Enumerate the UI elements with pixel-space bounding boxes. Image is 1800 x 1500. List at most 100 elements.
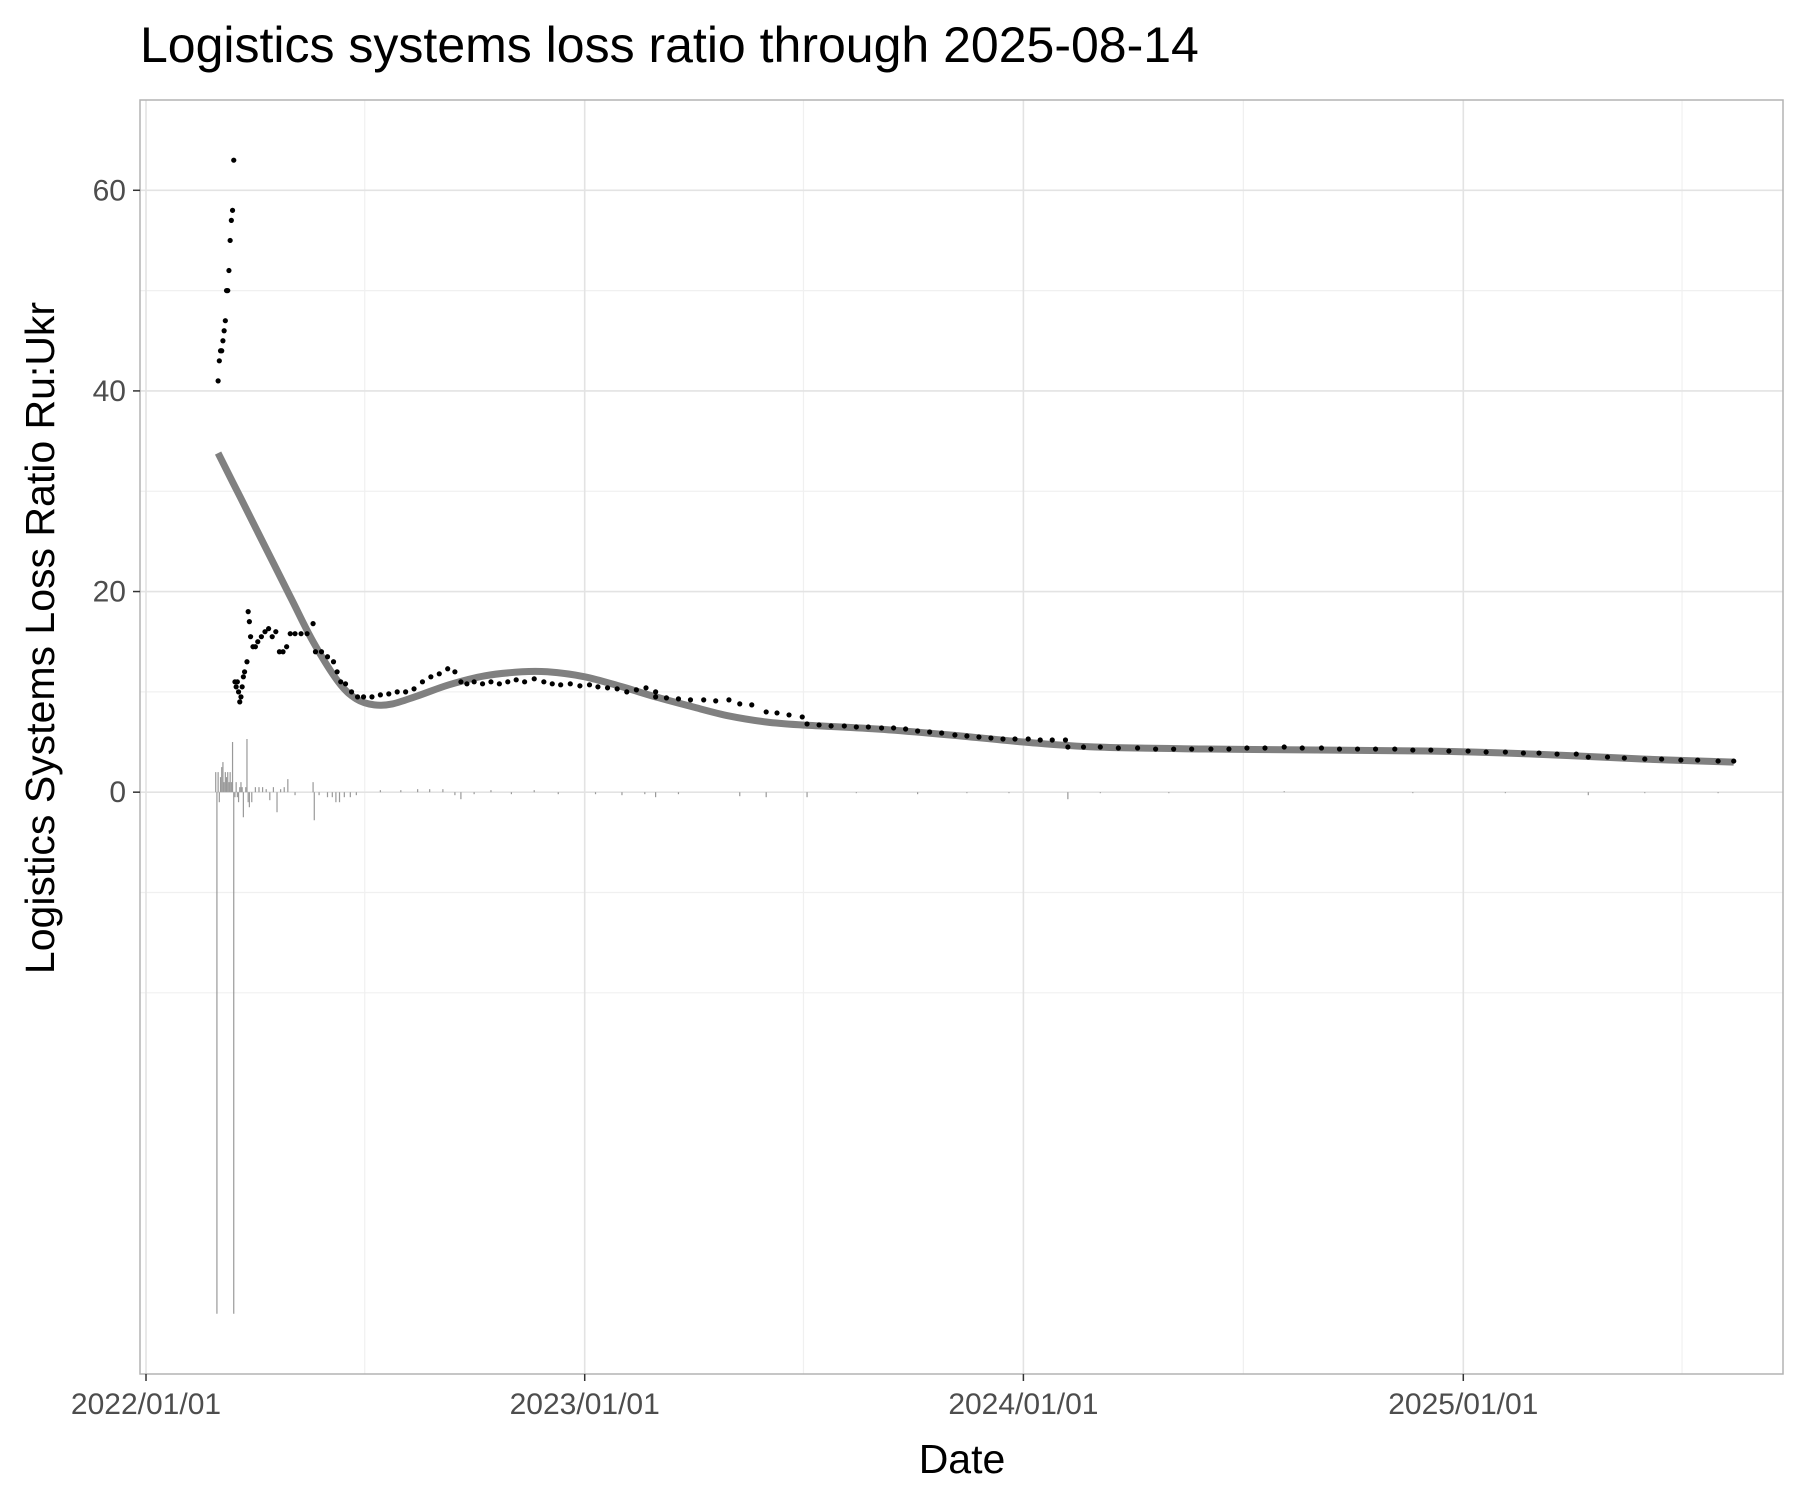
ratio-point <box>1659 756 1665 762</box>
ratio-point <box>1062 737 1069 743</box>
ratio-point <box>304 631 310 637</box>
ratio-point <box>245 609 251 615</box>
ratio-point <box>816 722 822 728</box>
ratio-point <box>853 724 859 730</box>
ratio-point <box>238 694 244 700</box>
ratio-point <box>1520 750 1526 756</box>
ratio-point <box>828 723 834 729</box>
ratio-point <box>1604 754 1611 760</box>
ratio-point <box>479 681 486 687</box>
ratio-point <box>1281 744 1287 750</box>
ratio-point <box>221 328 227 334</box>
ratio-point <box>865 724 871 730</box>
ratio-point <box>1536 750 1542 756</box>
ratio-point <box>1037 737 1043 743</box>
ratio-point <box>939 730 945 736</box>
ratio-point <box>804 721 810 727</box>
ratio-point <box>269 634 275 640</box>
ratio-point <box>749 702 755 708</box>
ratio-point <box>643 685 649 691</box>
ratio-point <box>298 631 304 637</box>
ratio-point <box>1262 745 1268 751</box>
ratio-point <box>567 681 573 687</box>
ratio-point <box>419 679 426 685</box>
ratio-point <box>1465 748 1471 754</box>
y-axis-title: Logistics Systems Loss Ratio Ru:Ukr <box>17 302 63 974</box>
ratio-point <box>240 674 246 680</box>
ratio-point <box>786 712 792 718</box>
x-tick-label: 2022/01/01 <box>71 1388 221 1421</box>
grid <box>140 100 1783 1374</box>
trend-line <box>214 451 1734 766</box>
ratio-point <box>369 694 375 700</box>
ratio-point <box>458 679 464 685</box>
ratio-point <box>273 629 279 635</box>
ratio-point <box>737 701 743 707</box>
ratio-point <box>266 626 272 632</box>
ratio-point <box>445 666 451 672</box>
trend-line-layer <box>214 451 1734 766</box>
x-axis: 2022/01/01 2023/01/01 2024/01/01 2025/01/01 <box>71 1374 1538 1421</box>
x-tick-label: 2025/01/01 <box>1388 1388 1538 1421</box>
ratio-point <box>878 725 885 731</box>
ratio-point <box>220 338 226 344</box>
ratio-point <box>1446 748 1452 754</box>
ratio-point <box>276 649 283 655</box>
ratio-point <box>964 733 970 739</box>
ratio-point <box>903 726 909 732</box>
ratio-point <box>227 237 233 244</box>
ratio-point <box>428 674 434 680</box>
ratio-point <box>624 689 630 695</box>
ratio-point <box>976 734 982 740</box>
x-tick-label: 2024/01/01 <box>948 1388 1098 1421</box>
ratio-point <box>1678 757 1684 763</box>
ratio-point <box>952 732 958 738</box>
ratio-point <box>595 684 601 690</box>
ratio-point <box>216 358 222 364</box>
ratio-point <box>1585 754 1591 760</box>
ratio-point <box>1171 746 1177 752</box>
ratio-point <box>890 725 897 731</box>
ratio-point <box>1244 745 1250 751</box>
ratio-point <box>219 348 225 354</box>
ratio-point <box>663 695 670 701</box>
ratio-point <box>394 689 400 695</box>
ratio-point <box>1189 746 1195 752</box>
ratio-point <box>675 696 682 702</box>
ratio-point <box>258 634 264 640</box>
ratio-point <box>1097 744 1103 750</box>
ratio-point <box>653 694 659 700</box>
ratio-point <box>496 681 502 687</box>
daily-change-bars <box>215 739 1719 1314</box>
minor-gridlines <box>140 100 1783 1374</box>
ratio-point <box>1226 746 1232 752</box>
ratio-point <box>225 287 231 294</box>
y-tick-label: 0 <box>109 776 126 809</box>
ratio-point <box>1410 747 1416 753</box>
ratio-point <box>318 649 325 655</box>
ratio-point <box>586 682 593 688</box>
ratio-point <box>1695 757 1701 763</box>
ratio-point <box>464 681 470 687</box>
ratio-point <box>284 644 290 650</box>
ratio-point <box>488 679 494 685</box>
ratio-point <box>330 659 337 665</box>
ratio-point <box>1065 744 1071 750</box>
ratio-point <box>310 621 316 627</box>
ratio-point <box>354 694 361 700</box>
y-axis: 0 20 40 60 <box>93 174 140 809</box>
ratio-point <box>927 729 933 735</box>
ratio-point <box>247 634 254 640</box>
ratio-point <box>763 709 769 715</box>
ratio-point <box>222 318 228 324</box>
ratio-point <box>244 659 250 665</box>
ratio-point <box>252 644 258 650</box>
ratio-point <box>577 683 583 689</box>
ratio-point <box>1372 746 1379 752</box>
ratio-point <box>237 699 243 705</box>
ratio-point <box>471 679 477 685</box>
ratio-point <box>915 728 921 734</box>
ratio-point <box>799 714 805 720</box>
y-tick-label: 20 <box>93 576 126 609</box>
